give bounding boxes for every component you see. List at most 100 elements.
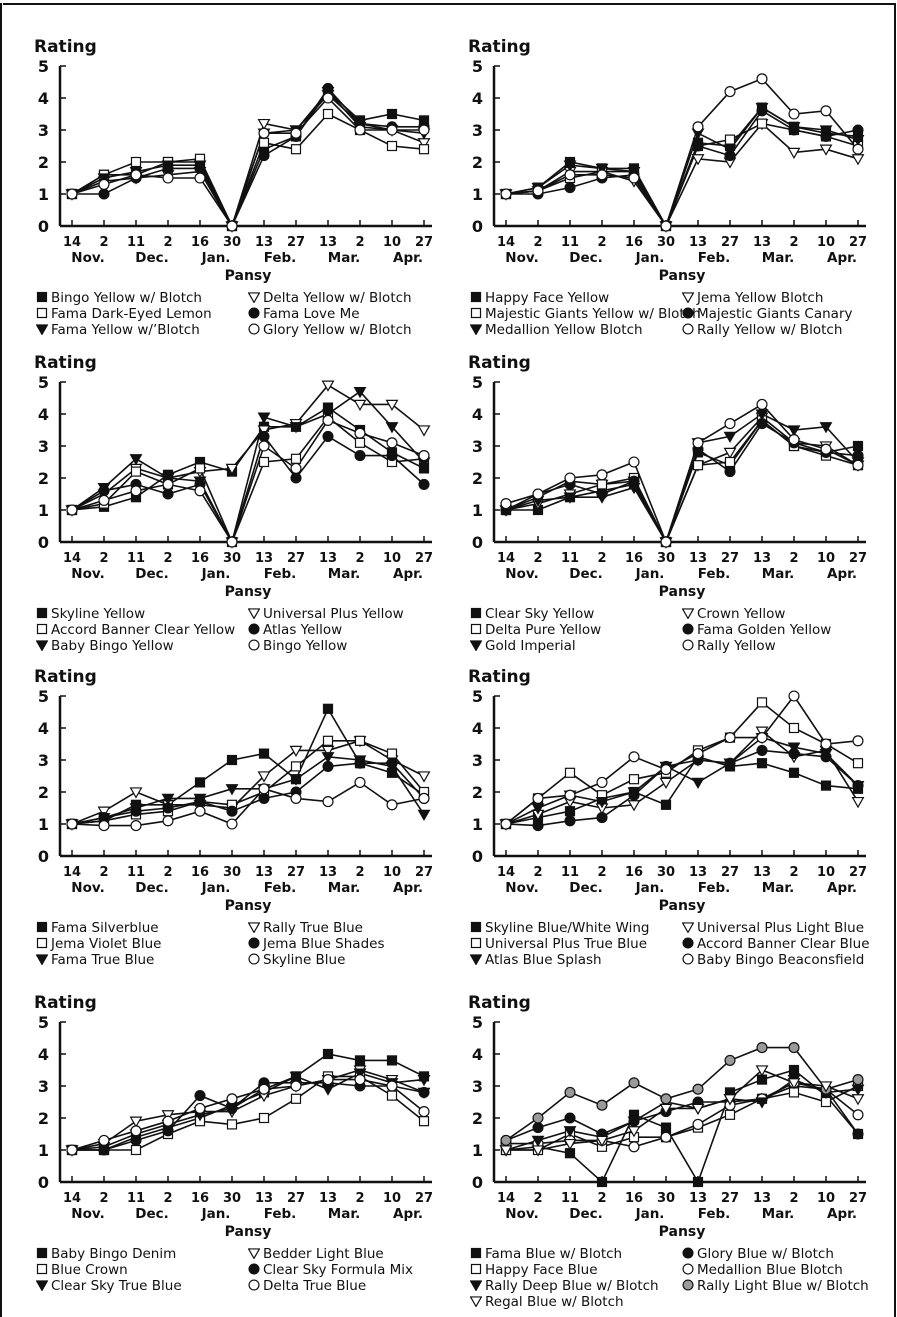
x-month-label: Nov.	[505, 880, 538, 896]
x-tick-label: 2	[789, 865, 798, 880]
data-point	[227, 819, 237, 829]
data-point	[163, 1116, 173, 1126]
legend-label: Gold Imperial	[485, 638, 576, 654]
data-point	[99, 179, 109, 189]
x-month-label: Feb.	[264, 1206, 297, 1222]
data-point	[693, 1084, 703, 1094]
y-tick-label: 4	[38, 719, 49, 738]
legend-item: Delta True Blue	[248, 1278, 366, 1294]
data-point	[419, 793, 429, 803]
data-point	[388, 749, 397, 758]
data-point	[757, 733, 767, 743]
data-point	[789, 109, 799, 119]
data-point	[227, 221, 237, 231]
y-tick-label: 0	[38, 217, 49, 236]
x-tick-label: 27	[721, 235, 739, 250]
legend-marker-icon	[36, 290, 51, 306]
data-point	[355, 451, 365, 461]
x-tick-label: 2	[597, 1191, 606, 1206]
legend-item: Rally Light Blue w/ Blotch	[682, 1278, 869, 1294]
legend-label: Bedder Light Blue	[263, 1246, 384, 1262]
x-month-label: Feb.	[698, 1206, 731, 1222]
x-tick-label: 27	[415, 865, 433, 880]
y-tick-label: 4	[472, 1045, 483, 1064]
data-point	[291, 473, 301, 483]
data-point	[566, 768, 575, 777]
series-line	[72, 95, 424, 226]
data-point	[131, 486, 141, 496]
x-month-label: Dec.	[569, 250, 603, 266]
legend-label: Blue Crown	[51, 1262, 128, 1278]
data-point	[323, 93, 333, 103]
legend-marker-icon	[682, 952, 697, 968]
data-point	[853, 155, 864, 164]
legend-marker-icon	[36, 1278, 51, 1294]
y-tick-label: 5	[472, 687, 483, 706]
data-point	[693, 438, 703, 448]
x-tick-label: 2	[355, 551, 364, 566]
legend-label: Glory Blue w/ Blotch	[697, 1246, 834, 1262]
series-line	[506, 1086, 858, 1150]
data-point	[629, 1142, 639, 1152]
x-tick-label: 16	[625, 551, 643, 566]
legend-marker-icon	[36, 952, 51, 968]
x-tick-label: 10	[817, 551, 835, 566]
data-point	[419, 1087, 429, 1097]
data-point	[598, 1178, 607, 1187]
data-point	[163, 489, 173, 499]
data-point	[228, 1120, 237, 1129]
x-tick-label: 27	[849, 865, 867, 880]
legend-item: Glory Yellow w/ Blotch	[248, 322, 412, 338]
legend-label: Skyline Blue	[263, 952, 345, 968]
data-point	[533, 186, 543, 196]
x-tick-label: 10	[383, 235, 401, 250]
x-tick-label: 27	[287, 1191, 305, 1206]
legend-marker-icon	[470, 622, 485, 638]
y-tick-label: 0	[38, 847, 49, 866]
x-tick-label: 11	[127, 551, 145, 566]
legend-marker-icon	[682, 306, 697, 322]
x-month-label: Jan.	[201, 250, 231, 266]
legend-label: Atlas Blue Splash	[485, 952, 602, 968]
data-point	[533, 821, 543, 831]
legend-item: Majestic Giants Yellow w/ Blotch	[470, 306, 701, 322]
legend-item: Skyline Blue	[248, 952, 345, 968]
x-tick-label: 16	[191, 551, 209, 566]
x-month-label: Dec.	[569, 1206, 603, 1222]
legend-item: Rally Deep Blue w/ Blotch	[470, 1278, 659, 1294]
data-point	[292, 145, 301, 154]
data-point	[726, 135, 735, 144]
legend-item: Clear Sky True Blue	[36, 1278, 182, 1294]
legend-label: Delta Pure Yellow	[485, 622, 601, 638]
series-line	[72, 92, 424, 226]
legend-marker-icon	[36, 1246, 51, 1262]
x-tick-label: 27	[721, 865, 739, 880]
x-month-label: Nov.	[71, 1206, 104, 1222]
x-month-label: Apr.	[827, 566, 857, 582]
page-frame-right-line	[894, 3, 896, 1317]
legend-label: Jema Blue Shades	[263, 936, 384, 952]
data-point	[726, 458, 735, 467]
data-point	[725, 419, 735, 429]
data-point	[163, 479, 173, 489]
data-point	[387, 451, 397, 461]
x-tick-label: 14	[63, 1191, 81, 1206]
data-point	[758, 759, 767, 768]
data-point	[565, 790, 575, 800]
legend-marker-icon	[248, 290, 263, 306]
data-point	[694, 461, 703, 470]
legend-item: Bingo Yellow	[248, 638, 347, 654]
legend-label: Rally Deep Blue w/ Blotch	[485, 1278, 659, 1294]
legend-marker-icon	[248, 306, 263, 322]
x-tick-label: 11	[561, 551, 579, 566]
x-tick-label: 14	[497, 235, 515, 250]
series-line	[72, 98, 424, 226]
y-tick-label: 4	[38, 1045, 49, 1064]
legend-item: Bingo Yellow w/ Blotch	[36, 290, 202, 306]
legend-marker-icon	[248, 1246, 263, 1262]
data-point	[419, 479, 429, 489]
x-tick-label: 10	[383, 865, 401, 880]
x-axis-title: Pansy	[225, 898, 272, 914]
legend-label: Fama Yellow w/’Blotch	[51, 322, 200, 338]
legend-marker-icon	[682, 606, 697, 622]
